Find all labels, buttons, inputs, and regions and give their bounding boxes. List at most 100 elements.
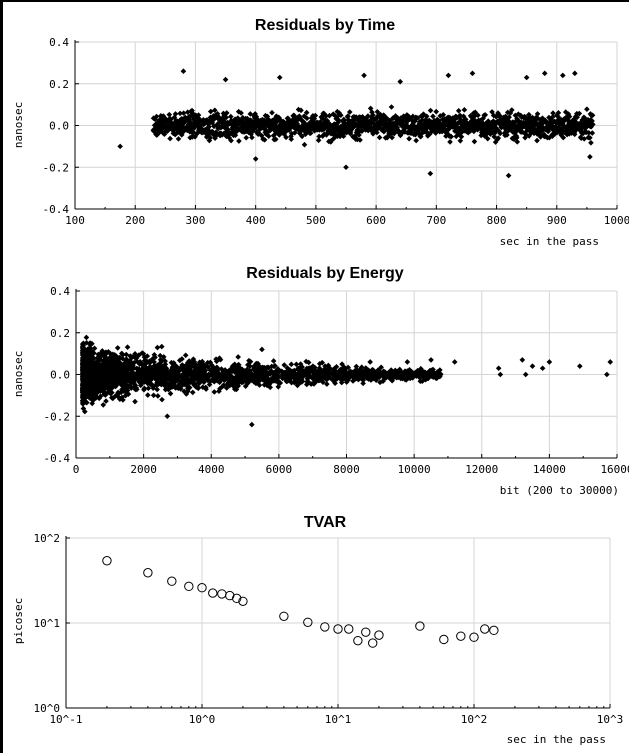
residual-point: [300, 119, 307, 125]
residual-point: [353, 367, 360, 373]
residual-point: [539, 365, 546, 372]
residual-point: [163, 365, 170, 372]
residual-point: [390, 373, 397, 379]
residual-point: [105, 349, 112, 355]
residual-point: [373, 377, 379, 384]
residual-point: [297, 361, 304, 367]
residual-point: [236, 362, 242, 368]
y-tick-label: -0.4: [43, 203, 70, 216]
residual-point: [369, 112, 376, 118]
residual-point: [414, 115, 421, 121]
residual-point: [154, 379, 160, 386]
residual-point: [209, 377, 216, 384]
residual-point: [276, 74, 283, 81]
x-tick-label: 10^3: [597, 713, 624, 726]
x-tick-label: 4000: [198, 463, 225, 476]
residual-point: [321, 373, 327, 379]
residual-point: [461, 128, 467, 134]
residual-point: [501, 121, 508, 127]
tvar-point: [368, 638, 378, 648]
residual-point: [281, 362, 288, 368]
residual-point: [255, 130, 262, 136]
residual-point: [320, 379, 326, 386]
residual-point: [299, 368, 306, 374]
residual-point: [222, 76, 229, 83]
residual-point: [191, 125, 197, 132]
residual-point: [97, 388, 104, 394]
residual-point: [471, 113, 478, 119]
residual-point: [156, 374, 163, 381]
residual-point: [271, 127, 278, 134]
residual-point: [84, 370, 90, 376]
residual-point: [267, 384, 273, 391]
residual-point: [528, 130, 534, 136]
residual-point: [489, 109, 495, 115]
residual-point: [446, 114, 453, 121]
residual-point: [119, 355, 126, 362]
residual-point: [248, 117, 255, 124]
residual-point: [323, 376, 330, 383]
residual-point: [92, 373, 99, 380]
residual-point: [332, 372, 339, 378]
residual-point: [174, 118, 180, 124]
residual-point: [119, 394, 125, 401]
residual-point: [188, 123, 195, 130]
residual-point: [338, 112, 344, 119]
residual-point: [328, 137, 335, 144]
residual-point: [218, 366, 225, 372]
residual-point: [207, 108, 214, 115]
residual-point: [376, 134, 383, 141]
residual-point: [214, 122, 220, 128]
residual-point: [124, 383, 130, 389]
residual-point: [189, 389, 196, 396]
residual-point: [195, 385, 202, 392]
residual-point: [144, 353, 151, 359]
residual-point: [264, 113, 271, 120]
residual-point: [275, 384, 282, 390]
residual-point: [166, 111, 173, 118]
residual-point: [292, 378, 299, 384]
residual-point: [197, 122, 204, 129]
residual-point: [204, 373, 211, 380]
residual-point: [147, 373, 154, 379]
y-axis-label-energy: nanosec: [12, 351, 25, 397]
residual-point: [178, 373, 185, 380]
residual-point: [195, 379, 202, 386]
residual-point: [225, 126, 231, 133]
residual-point: [117, 396, 123, 402]
residual-point: [437, 371, 444, 377]
residual-point: [339, 361, 345, 367]
residual-point: [471, 126, 477, 133]
residual-point: [372, 116, 379, 123]
residual-point: [97, 393, 104, 400]
residual-point: [267, 379, 274, 386]
residual-point: [180, 68, 187, 75]
residual-point: [83, 377, 90, 384]
tvar-point: [225, 590, 235, 601]
residual-point: [354, 136, 361, 143]
residual-point: [426, 131, 433, 137]
tvar-point: [143, 568, 153, 578]
residual-point: [519, 129, 526, 135]
residual-point: [295, 365, 301, 372]
residual-point: [444, 118, 451, 124]
residual-point: [153, 113, 160, 120]
residual-point: [81, 373, 88, 380]
residual-point: [120, 388, 127, 394]
residual-point: [295, 374, 302, 380]
residual-point: [261, 136, 268, 143]
residual-point: [545, 128, 551, 135]
residual-point: [186, 358, 192, 364]
residual-point: [361, 72, 367, 79]
residual-point: [576, 110, 583, 117]
residual-point: [223, 129, 229, 135]
residual-point: [165, 382, 172, 388]
residual-point: [142, 374, 149, 381]
residual-point: [184, 127, 191, 134]
residual-point: [179, 356, 185, 362]
residual-point: [578, 135, 584, 142]
residual-point: [181, 388, 187, 395]
residual-point: [100, 402, 107, 408]
residual-point: [518, 114, 525, 120]
